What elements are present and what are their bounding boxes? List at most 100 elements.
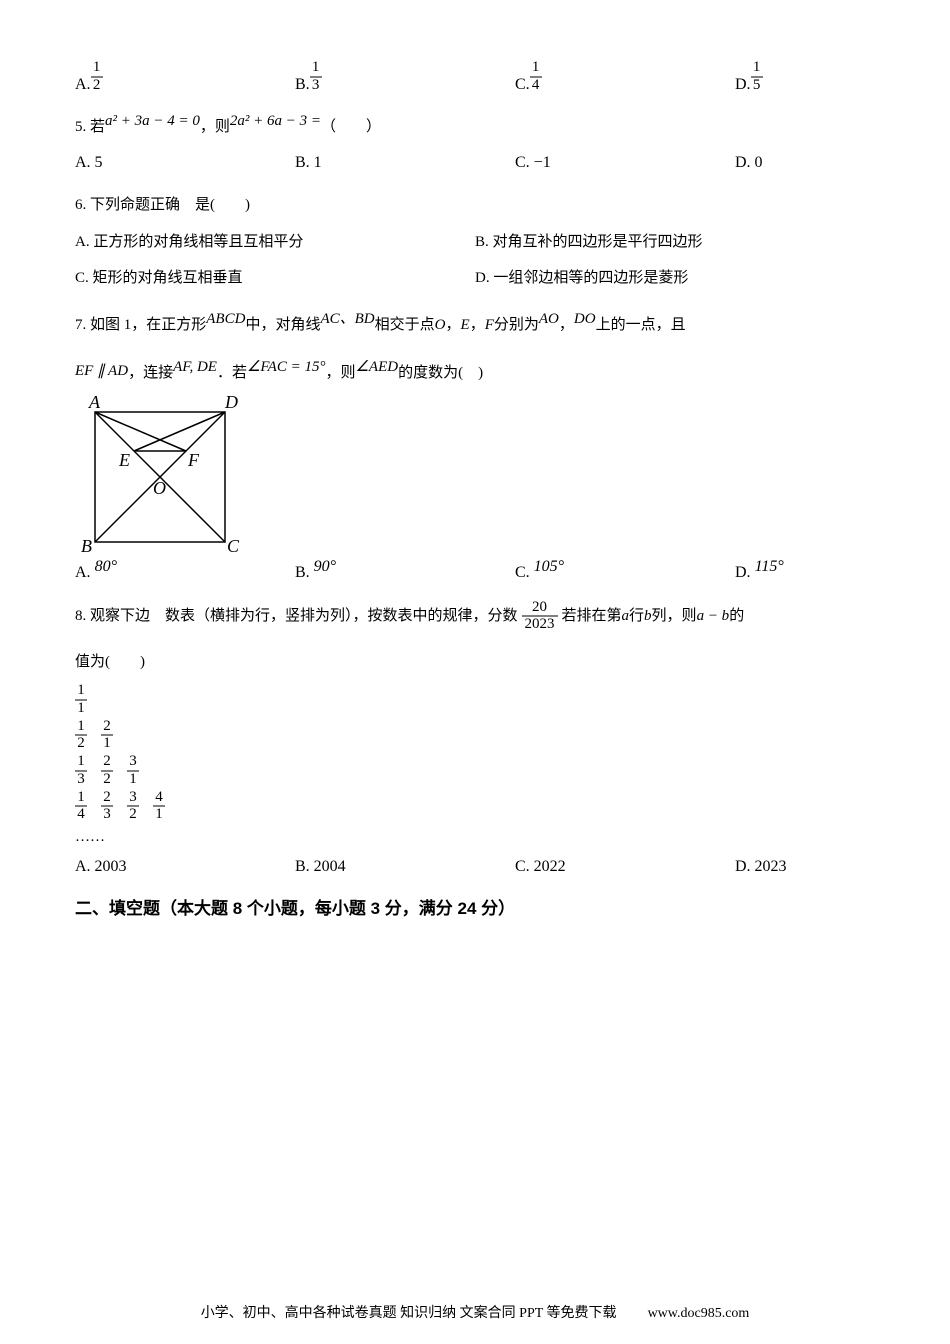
q7-o: O	[435, 310, 446, 340]
q7-angle2: ∠AED	[355, 352, 398, 382]
table-row: 14 23 32 41	[75, 790, 875, 824]
q4-b-frac: 1 3	[310, 60, 322, 94]
q6-d: D. 一组邻边相等的四边形是菱形	[475, 260, 688, 296]
table-cell-frac: 32	[127, 790, 139, 824]
q7-do: DO	[574, 304, 596, 334]
q4-option-c: C. 1 4	[515, 60, 735, 94]
q7-b-label: B.	[295, 564, 314, 581]
table-cell-frac: 12	[75, 719, 87, 753]
q7-p1: 7. 如图 1，在正方形	[75, 310, 206, 340]
q5-eq2: 2a² + 6a − 3 =	[230, 106, 321, 136]
q8-options: A. 2003 B. 2004 C. 2022 D. 2023	[75, 858, 875, 876]
q8-opt-b: B. 2004	[295, 858, 515, 876]
q7-ac: AC	[320, 304, 339, 334]
q4-c-label: C.	[515, 76, 530, 94]
q4-option-a: A. 1 2	[75, 60, 295, 94]
table-cell-frac: 14	[75, 790, 87, 824]
q7-p7: ，	[559, 310, 574, 340]
q7-angle1: ∠FAC = 15°	[247, 352, 325, 382]
q8-opt-c: C. 2022	[515, 858, 735, 876]
q4-a-frac: 1 2	[91, 60, 103, 94]
table-cell-frac: 22	[101, 754, 113, 788]
label-b: B	[81, 536, 92, 554]
q7-stem-line1: 7. 如图 1，在正方形 ABCD 中，对角线 AC 、 BD 相交于点 O ，…	[75, 310, 875, 340]
q7-a-label: A.	[75, 564, 95, 581]
q8-p5: 的	[729, 601, 744, 631]
q7-c-val: 105°	[534, 558, 564, 575]
q5-eq1: a² + 3a − 4 = 0	[105, 106, 200, 136]
footer-left: 小学、初中、高中各种试卷真题 知识归纳 文案合同 PPT 等免费下载	[201, 1306, 617, 1321]
q7-bd: BD	[355, 304, 375, 334]
q7-p4: ，	[446, 310, 461, 340]
q7-l2e: 的度数为( )	[398, 358, 483, 388]
q4-a-label: A.	[75, 76, 91, 94]
q8-frac: 20 2023	[522, 600, 558, 634]
q8-ellipsis: ……	[75, 829, 875, 846]
q5-p2: ，则	[200, 112, 230, 142]
q7-b: B. 90°	[295, 564, 515, 582]
q7-afde: AF, DE	[173, 352, 217, 382]
label-d: D	[224, 394, 238, 412]
q7-a-val: 80°	[95, 558, 117, 575]
q7-d-label: D.	[735, 564, 755, 581]
q6-c: C. 矩形的对角线互相垂直	[75, 260, 475, 296]
q7-f: F	[485, 310, 494, 340]
q7-d-val: 115°	[755, 558, 784, 575]
label-e: E	[118, 450, 130, 470]
table-cell-frac: 31	[127, 754, 139, 788]
q4-d-label: D.	[735, 76, 751, 94]
q7-c-label: C.	[515, 564, 534, 581]
q7-ao: AO	[539, 304, 559, 334]
q7-efad: EF ∥ AD	[75, 356, 128, 386]
table-row: 12 21	[75, 719, 875, 753]
label-o: O	[153, 478, 166, 498]
q7-l2d: ，则	[325, 358, 355, 388]
q8-a-var: a	[622, 601, 630, 631]
q6-a: A. 正方形的对角线相等且互相平分	[75, 224, 475, 260]
label-a: A	[88, 394, 101, 412]
q7-p6: 分别为	[494, 310, 539, 340]
q6-b: B. 对角互补的四边形是平行四边形	[475, 224, 703, 260]
table-cell-frac: 13	[75, 754, 87, 788]
q5-p1: 5. 若	[75, 112, 105, 142]
q4-options: A. 1 2 B. 1 3 C. 1 4 D.	[75, 60, 875, 94]
q4-d-frac: 1 5	[751, 60, 763, 94]
table-cell-frac: 11	[75, 683, 87, 717]
q4-b-label: B.	[295, 76, 310, 94]
q4-option-d: D. 1 5	[735, 60, 763, 94]
q5-stem: 5. 若 a² + 3a − 4 = 0 ，则 2a² + 6a − 3 = （…	[75, 112, 875, 142]
q7-options: A. 80° B. 90° C. 105° D. 115°	[75, 564, 875, 582]
q8-opt-d: D. 2023	[735, 858, 787, 876]
q8-p4: 列，则	[652, 601, 697, 631]
q7-l2c: ．若	[217, 358, 247, 388]
table-cell-frac: 41	[153, 790, 165, 824]
q6-row1: A. 正方形的对角线相等且互相平分 B. 对角互补的四边形是平行四边形	[75, 224, 875, 260]
table-cell-frac: 21	[101, 719, 113, 753]
table-row: 13 22 31	[75, 754, 875, 788]
q7-b-val: 90°	[314, 558, 336, 575]
q7-p8: 上的一点，且	[596, 310, 686, 340]
q6-row2: C. 矩形的对角线互相垂直 D. 一组邻边相等的四边形是菱形	[75, 260, 875, 296]
q8-opt-a: A. 2003	[75, 858, 295, 876]
section-2-title: 二、填空题（本大题 8 个小题，每小题 3 分，满分 24 分）	[75, 894, 875, 919]
table-row: 11	[75, 683, 875, 717]
q8-p1: 8. 观察下边 数表（横排为行，竖排为列），按数表中的规律，分数	[75, 601, 518, 631]
q5-b: B. 1	[295, 154, 515, 172]
q4-option-b: B. 1 3	[295, 60, 515, 94]
q8-amb: a − b	[697, 601, 730, 631]
q7-p5: ，	[470, 310, 485, 340]
q8-table: 1112 21 13 22 31 14 23 32 41	[75, 683, 875, 823]
q8-p2: 若排在第	[562, 601, 622, 631]
label-f: F	[187, 450, 200, 470]
q4-c-frac: 1 4	[530, 60, 542, 94]
q7-c: C. 105°	[515, 564, 735, 582]
q7-stem-line2: EF ∥ AD ，连接 AF, DE ．若 ∠FAC = 15° ，则 ∠AED…	[75, 358, 875, 388]
table-cell-frac: 23	[101, 790, 113, 824]
q8-b-var: b	[644, 601, 652, 631]
q7-dot: 、	[340, 304, 355, 334]
label-c: C	[227, 536, 240, 554]
q5-p3: （ ）	[321, 112, 381, 142]
q7-p2: 中，对角线	[245, 310, 320, 340]
q8-stem-line2: 值为( )	[75, 647, 875, 677]
q7-p3: 相交于点	[375, 310, 435, 340]
